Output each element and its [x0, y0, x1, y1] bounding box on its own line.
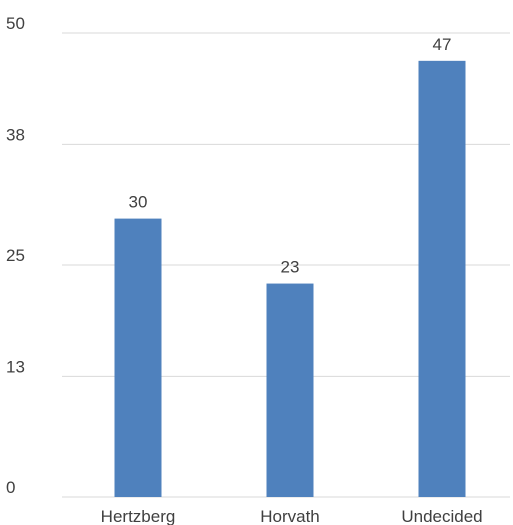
y-axis-tick-labels: 0 13 25 38 50	[6, 14, 25, 497]
bar-hertzberg	[114, 218, 162, 497]
data-label-hertzberg: 30	[129, 193, 148, 212]
category-label-undecided: Undecided	[401, 507, 482, 525]
data-labels: 30 23 47	[129, 35, 452, 277]
y-tick-label: 13	[6, 357, 25, 376]
bar-undecided	[418, 60, 466, 498]
bars	[114, 60, 466, 498]
y-tick-label: 0	[6, 478, 15, 497]
data-label-undecided: 47	[433, 35, 452, 54]
y-tick-label: 50	[6, 14, 25, 33]
y-tick-label: 25	[6, 246, 25, 265]
data-label-horvath: 23	[281, 258, 300, 277]
category-label-horvath: Horvath	[260, 507, 320, 525]
bar-horvath	[266, 283, 314, 497]
category-label-hertzberg: Hertzberg	[101, 507, 176, 525]
x-axis-category-labels: Hertzberg Horvath Undecided	[101, 507, 483, 525]
y-tick-label: 38	[6, 125, 25, 144]
